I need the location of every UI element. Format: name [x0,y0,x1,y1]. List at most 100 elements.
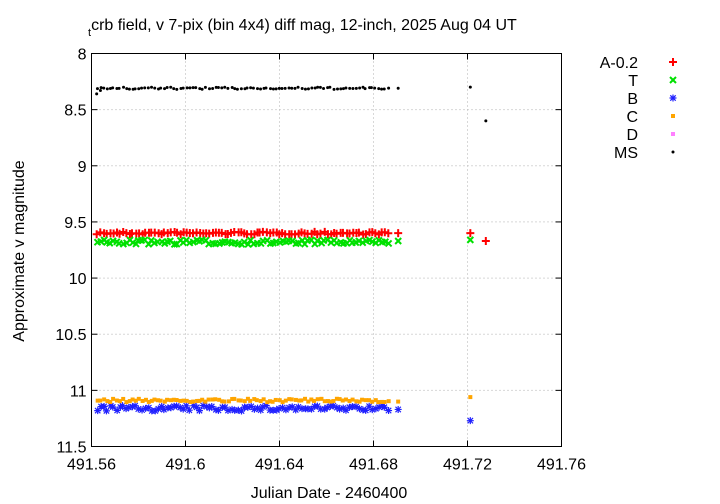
data-point-b [179,405,187,413]
data-point-c [217,397,222,402]
data-point-a-0-2 [316,229,325,238]
data-point-c [325,399,330,404]
data-point-ms [332,87,336,91]
data-point-c [261,397,266,402]
data-point-ms [223,85,227,89]
data-point-ms [163,87,167,91]
data-point-ms [344,86,348,90]
data-point-c [146,399,151,404]
data-point-c [230,397,235,402]
data-point-ms [339,87,343,91]
data-point-c [367,398,372,403]
data-point-b [279,404,287,412]
data-point-b [294,403,302,411]
data-point-ms [95,92,99,96]
data-point-b [282,406,290,414]
data-point-ms [354,86,358,90]
data-point-ms [146,86,150,90]
data-point-ms [313,86,317,90]
data-point-ms [303,87,307,91]
data-point-ms [259,87,263,91]
data-point-ms [111,86,115,90]
data-point-ms [137,87,141,91]
data-point-ms [95,87,99,91]
data-point-c [299,398,304,403]
data-point-b [214,406,222,414]
data-point-c [140,398,145,403]
data-point-ms [296,85,300,89]
data-point-c [311,398,316,403]
data-point-c [331,399,336,404]
data-point-b [342,406,350,414]
data-point-b [323,403,331,411]
data-point-b [94,407,102,415]
y-tick-label: 11.5 [57,440,87,457]
data-point-c [222,399,227,404]
data-point-c [174,398,179,403]
legend-label: MS [614,145,638,162]
data-point-b [134,405,142,413]
data-point-ms [326,86,330,90]
data-point-c [178,398,183,403]
data-point-ms [351,87,355,91]
grid [91,53,562,447]
data-point-c [242,399,247,404]
legend-marker [669,76,677,84]
data-point-ms [185,86,189,90]
legend-marker [669,94,677,102]
data-point-ms [322,86,326,90]
data-point-ms [198,87,202,91]
data-point-ms [341,87,345,91]
data-point-ms [200,87,204,91]
data-point-c [287,397,292,402]
data-point-ms [159,86,163,90]
data-point-c [303,396,308,401]
data-point-b [182,402,190,410]
data-point-t [384,239,393,248]
chart-title-text: crb field, v 7-pix (bin 4x4) diff mag, 1… [91,17,517,34]
data-point-c [268,399,273,404]
data-point-b [203,403,211,411]
data-point-ms [233,87,237,91]
data-point-b [333,404,341,412]
data-point-b [247,402,255,410]
data-point-ms [396,86,400,90]
data-point-b [288,403,296,411]
data-point-c [102,397,107,402]
data-point-ms [277,86,281,90]
data-point-c [386,399,391,404]
data-point-c [293,397,298,402]
data-point-ms [191,86,195,90]
data-point-c [203,399,208,404]
data-point-b [466,417,474,425]
series-b [94,402,474,425]
data-point-ms [348,86,352,90]
data-point-c [155,398,160,403]
data-point-b [368,406,376,414]
data-point-a-0-2 [466,229,475,238]
data-point-c [149,398,154,403]
data-point-c [117,399,122,404]
data-point-c [373,398,378,403]
data-point-b [275,405,283,413]
data-point-b [298,405,306,413]
data-point-b [131,402,139,410]
data-point-c [280,400,285,405]
y-tick-label: 10 [69,271,87,288]
data-points [92,85,490,425]
data-point-c [283,398,288,403]
data-point-ms [245,86,249,90]
data-point-ms [169,85,173,89]
data-point-ms [239,87,243,91]
data-point-ms [214,85,218,89]
data-point-c [143,397,148,402]
data-point-c [206,397,211,402]
data-point-ms [293,86,297,90]
data-point-t [394,237,402,245]
data-point-b [221,403,229,411]
data-point-c [188,399,193,404]
data-point-c [340,398,345,403]
data-point-c [111,396,116,401]
legend-label: D [626,127,638,144]
ticks: 491.56 491.6 491.64 491.68 491.72 491.76 8 8.5 9… [55,47,586,474]
